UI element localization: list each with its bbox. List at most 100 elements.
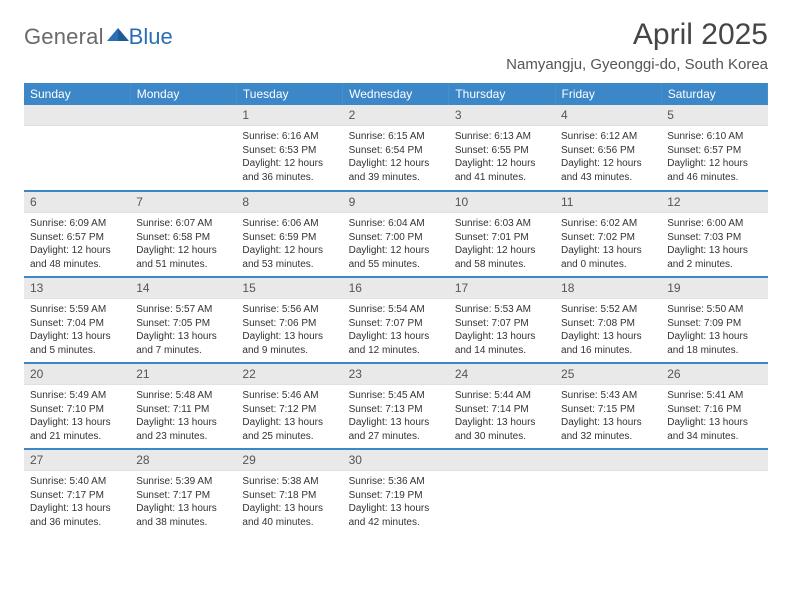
sunrise-text: Sunrise: 5:39 AM [136, 475, 230, 489]
sunset-text: Sunset: 7:10 PM [30, 403, 124, 417]
calendar-cell: 14Sunrise: 5:57 AMSunset: 7:05 PMDayligh… [130, 277, 236, 363]
sunrise-text: Sunrise: 6:03 AM [455, 217, 549, 231]
calendar-row: 6 Sunrise: 6:09 AMSunset: 6:57 PM Daylight… [24, 191, 768, 277]
calendar-cell: 23Sunrise: 5:45 AMSunset: 7:13 PMDayligh… [343, 363, 449, 449]
sunrise-text: Sunrise: 5:46 AM [242, 389, 336, 403]
daylight-text: Daylight: 12 hours and 58 minutes. [455, 244, 549, 271]
day-body: Sunrise: 5:59 AMSunset: 7:04 PMDaylight:… [24, 299, 130, 359]
day-body: Sunrise: 5:48 AMSunset: 7:11 PMDaylight:… [130, 385, 236, 445]
sunrise-text: Sunrise: 6:04 AM [349, 217, 443, 231]
daylight-text: Daylight: 13 hours and 38 minutes. [136, 502, 230, 529]
day-number: 16 [343, 278, 449, 299]
day-body: Sunrise: 5:44 AMSunset: 7:14 PMDaylight:… [449, 385, 555, 445]
day-body: Sunrise: 5:36 AMSunset: 7:19 PMDaylight:… [343, 471, 449, 531]
day-number: 28 [130, 450, 236, 471]
daylight-text: Daylight: 13 hours and 23 minutes. [136, 416, 230, 443]
daylight-text: Daylight: 12 hours and 46 minutes. [667, 157, 761, 184]
day-number: 21 [130, 364, 236, 385]
day-header: Thursday [449, 83, 555, 105]
day-header: Tuesday [236, 83, 342, 105]
calendar-cell [449, 449, 555, 535]
day-body: Sunrise: 6:12 AMSunset: 6:56 PMDaylight:… [555, 126, 661, 186]
day-number: 6 [24, 192, 130, 213]
day-body: Sunrise: 6:02 AMSunset: 7:02 PMDaylight:… [555, 213, 661, 273]
daylight-text: Daylight: 12 hours and 43 minutes. [561, 157, 655, 184]
day-number: 12 [661, 192, 767, 213]
daylight-text: Daylight: 13 hours and 21 minutes. [30, 416, 124, 443]
day-body: Sunrise: 5:49 AMSunset: 7:10 PMDaylight:… [24, 385, 130, 445]
calendar-cell: 5Sunrise: 6:10 AMSunset: 6:57 PMDaylight… [661, 105, 767, 191]
calendar-cell: 3Sunrise: 6:13 AMSunset: 6:55 PMDaylight… [449, 105, 555, 191]
logo-text-blue: Blue [129, 24, 173, 50]
sunrise-text: Sunrise: 6:02 AM [561, 217, 655, 231]
calendar-cell [555, 449, 661, 535]
calendar-cell: 20Sunrise: 5:49 AMSunset: 7:10 PMDayligh… [24, 363, 130, 449]
day-body: Sunrise: 5:45 AMSunset: 7:13 PMDaylight:… [343, 385, 449, 445]
sunset-text: Sunset: 7:03 PM [667, 231, 761, 245]
sunset-text: Sunset: 7:17 PM [136, 489, 230, 503]
day-body: Sunrise: 6:00 AMSunset: 7:03 PMDaylight:… [661, 213, 767, 273]
sunset-text: Sunset: 6:57 PM [30, 231, 124, 245]
month-title: April 2025 [506, 18, 768, 52]
day-body: Sunrise: 5:38 AMSunset: 7:18 PMDaylight:… [236, 471, 342, 531]
day-number: 24 [449, 364, 555, 385]
day-number: 13 [24, 278, 130, 299]
daylight-text: Daylight: 13 hours and 2 minutes. [667, 244, 761, 271]
sunset-text: Sunset: 7:09 PM [667, 317, 761, 331]
calendar-row: 1Sunrise: 6:16 AMSunset: 6:53 PMDaylight… [24, 105, 768, 191]
day-number: 19 [661, 278, 767, 299]
sunset-text: Sunset: 7:00 PM [349, 231, 443, 245]
day-header: Monday [130, 83, 236, 105]
day-body: Sunrise: 6:06 AMSunset: 6:59 PMDaylight:… [236, 213, 342, 273]
sunrise-text: Sunrise: 6:00 AM [667, 217, 761, 231]
calendar-cell: 2Sunrise: 6:15 AMSunset: 6:54 PMDaylight… [343, 105, 449, 191]
daylight-text: Daylight: 12 hours and 36 minutes. [242, 157, 336, 184]
day-number: 18 [555, 278, 661, 299]
calendar-cell: 12Sunrise: 6:00 AMSunset: 7:03 PMDayligh… [661, 191, 767, 277]
sunrise-text: Sunrise: 6:09 AM [30, 217, 124, 231]
sunrise-text: Sunrise: 5:50 AM [667, 303, 761, 317]
day-number [555, 450, 661, 471]
page: General Blue April 2025 Namyangju, Gyeon… [0, 0, 792, 535]
calendar-cell: 9Sunrise: 6:04 AMSunset: 7:00 PMDaylight… [343, 191, 449, 277]
calendar-cell: 16Sunrise: 5:54 AMSunset: 7:07 PMDayligh… [343, 277, 449, 363]
day-body: Sunrise: 6:10 AMSunset: 6:57 PMDaylight:… [661, 126, 767, 186]
sunset-text: Sunset: 6:53 PM [242, 144, 336, 158]
day-number: 7 [130, 192, 236, 213]
day-body: Sunrise: 6:15 AMSunset: 6:54 PMDaylight:… [343, 126, 449, 186]
calendar-cell [24, 105, 130, 191]
day-body: Sunrise: 5:40 AMSunset: 7:17 PMDaylight:… [24, 471, 130, 531]
day-body: Sunrise: 5:46 AMSunset: 7:12 PMDaylight:… [236, 385, 342, 445]
day-number: 25 [555, 364, 661, 385]
calendar-cell: 6Sunrise: 6:09 AMSunset: 6:57 PMDaylight… [24, 191, 130, 277]
sunrise-text: Sunrise: 5:40 AM [30, 475, 124, 489]
sunset-text: Sunset: 7:05 PM [136, 317, 230, 331]
sunset-text: Sunset: 7:11 PM [136, 403, 230, 417]
daylight-text: Daylight: 13 hours and 27 minutes. [349, 416, 443, 443]
day-body: Sunrise: 5:43 AMSunset: 7:15 PMDaylight:… [555, 385, 661, 445]
day-number: 11 [555, 192, 661, 213]
calendar-table: Sunday Monday Tuesday Wednesday Thursday… [24, 83, 768, 535]
daylight-text: Daylight: 13 hours and 42 minutes. [349, 502, 443, 529]
day-body [449, 471, 555, 521]
calendar-cell: 19Sunrise: 5:50 AMSunset: 7:09 PMDayligh… [661, 277, 767, 363]
calendar-cell: 28Sunrise: 5:39 AMSunset: 7:17 PMDayligh… [130, 449, 236, 535]
title-block: April 2025 Namyangju, Gyeonggi-do, South… [506, 18, 768, 73]
sunset-text: Sunset: 6:57 PM [667, 144, 761, 158]
sunrise-text: Sunrise: 5:48 AM [136, 389, 230, 403]
sunset-text: Sunset: 7:08 PM [561, 317, 655, 331]
day-number [24, 105, 130, 126]
sunrise-text: Sunrise: 5:49 AM [30, 389, 124, 403]
daylight-text: Daylight: 12 hours and 53 minutes. [242, 244, 336, 271]
daylight-text: Daylight: 13 hours and 32 minutes. [561, 416, 655, 443]
day-body: Sunrise: 5:52 AMSunset: 7:08 PMDaylight:… [555, 299, 661, 359]
day-body: Sunrise: 5:39 AMSunset: 7:17 PMDaylight:… [130, 471, 236, 531]
day-number: 3 [449, 105, 555, 126]
day-body: Sunrise: 6:03 AMSunset: 7:01 PMDaylight:… [449, 213, 555, 273]
day-body: Sunrise: 5:56 AMSunset: 7:06 PMDaylight:… [236, 299, 342, 359]
day-body [555, 471, 661, 521]
day-header: Friday [555, 83, 661, 105]
calendar-cell: 25Sunrise: 5:43 AMSunset: 7:15 PMDayligh… [555, 363, 661, 449]
daylight-text: Daylight: 13 hours and 14 minutes. [455, 330, 549, 357]
sunrise-text: Sunrise: 5:44 AM [455, 389, 549, 403]
